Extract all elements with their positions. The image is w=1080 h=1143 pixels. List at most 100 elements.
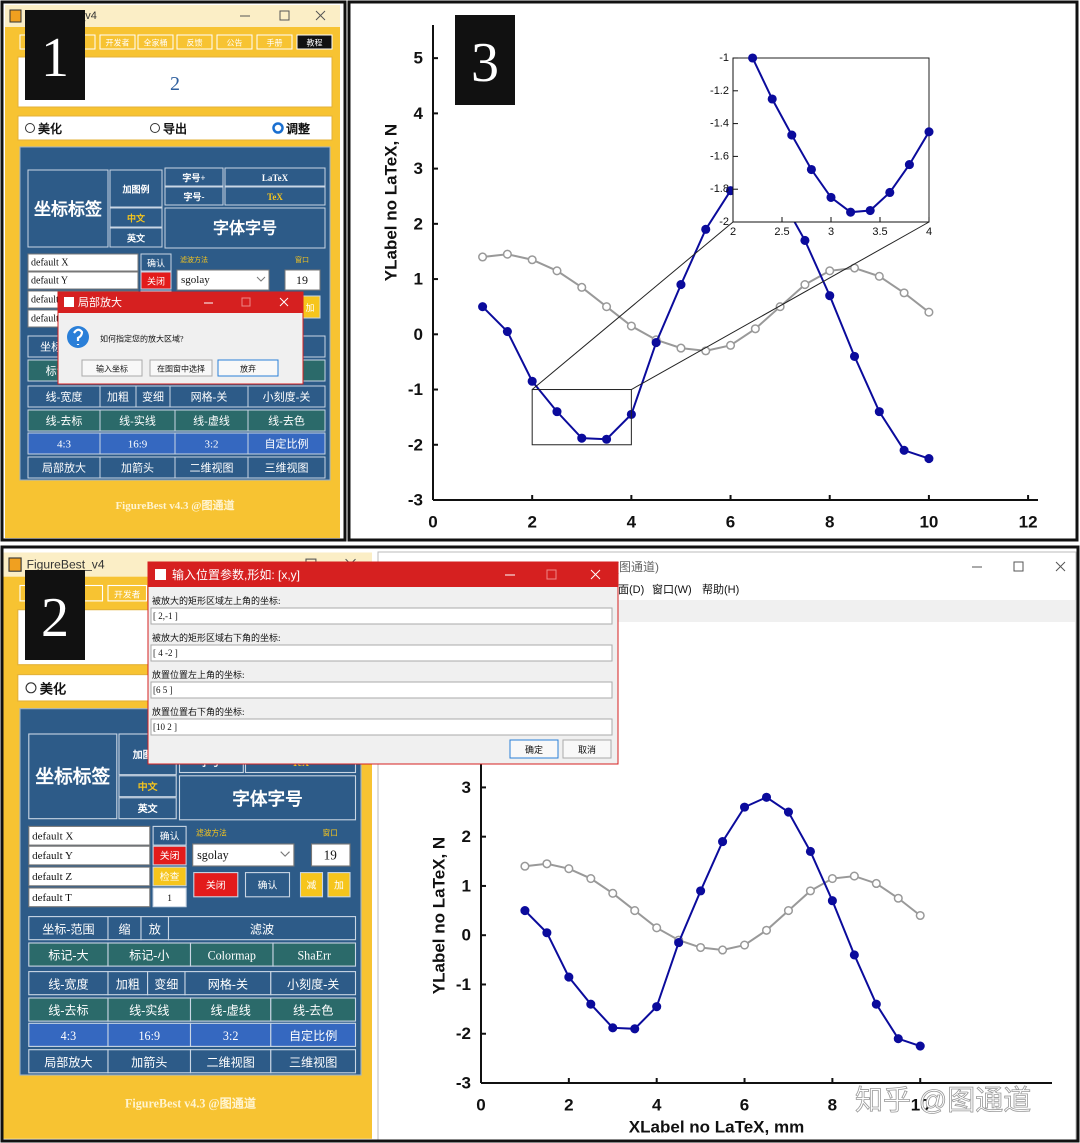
label-action-label: 关闭: [160, 849, 180, 862]
top-button[interactable]: [107, 584, 148, 602]
label-button[interactable]: [109, 169, 163, 208]
tool-button-label: 局部放大: [42, 461, 86, 475]
top-button-label: 全家桶: [144, 38, 168, 48]
label-button[interactable]: [224, 167, 326, 187]
dialog-button[interactable]: [217, 359, 279, 377]
field-input[interactable]: [150, 644, 613, 662]
mode-radio[interactable]: [25, 123, 35, 133]
label-button[interactable]: [178, 775, 357, 821]
field-input[interactable]: [150, 681, 613, 699]
label-action[interactable]: [140, 271, 172, 290]
tool-button[interactable]: [247, 385, 326, 408]
tool-button[interactable]: [270, 997, 357, 1022]
y-tick-label: 0: [462, 926, 471, 945]
field-input[interactable]: [150, 718, 613, 736]
label-action[interactable]: [152, 825, 187, 846]
data-point: [885, 187, 895, 198]
data-point: [924, 127, 934, 137]
field-label: 被放大的矩形区域左上角的坐标:: [152, 595, 281, 606]
top-button[interactable]: [176, 34, 213, 50]
label-input-text: default T: [32, 892, 72, 904]
label-input[interactable]: [28, 866, 151, 887]
data-point: [739, 940, 750, 950]
mode-radio[interactable]: [25, 682, 37, 694]
y-tick-label: -2: [456, 1024, 471, 1043]
tool-button[interactable]: [270, 1049, 357, 1074]
y-tick-label: -1: [719, 52, 729, 64]
label-input[interactable]: [27, 271, 139, 290]
label-button[interactable]: [118, 797, 177, 820]
maximize-icon[interactable]: [241, 297, 251, 307]
window-input[interactable]: [284, 269, 321, 291]
tool-button[interactable]: [247, 432, 326, 455]
filter-caption: 滤波方法: [196, 828, 227, 838]
label-button[interactable]: [164, 207, 326, 249]
top-button[interactable]: [216, 34, 253, 50]
label-button[interactable]: [164, 167, 224, 187]
label-button[interactable]: [28, 733, 118, 820]
select-arrow: [256, 276, 266, 282]
filter-button[interactable]: [299, 872, 324, 898]
filter-select-text: sgolay: [197, 848, 229, 862]
top-button[interactable]: [296, 34, 333, 50]
tool-button-label: 二维视图: [190, 461, 234, 475]
x-tick-label: 8: [825, 513, 834, 532]
dialog-button-label: 输入坐标: [96, 364, 128, 374]
tool-button[interactable]: [270, 1022, 357, 1047]
label-input[interactable]: [28, 825, 151, 846]
data-point: [849, 871, 859, 881]
data-point: [800, 235, 810, 245]
data-point: [602, 302, 612, 312]
tool-button[interactable]: [272, 942, 357, 967]
dialog-button[interactable]: [509, 739, 559, 759]
mode-radio[interactable]: [272, 122, 284, 134]
label-action[interactable]: [152, 866, 187, 887]
label-button[interactable]: [164, 186, 224, 206]
label-button[interactable]: [224, 186, 326, 206]
tool-button[interactable]: [167, 916, 357, 941]
label-button[interactable]: [118, 775, 177, 798]
dialog-button[interactable]: [149, 359, 213, 377]
dialog-button[interactable]: [562, 739, 612, 759]
close-icon[interactable]: [279, 297, 289, 307]
data-point: [602, 434, 612, 444]
y-tick-label: -1: [408, 380, 423, 399]
menu-item: 窗口(W): [652, 582, 692, 596]
close-icon[interactable]: [590, 569, 601, 580]
label-button[interactable]: [109, 207, 163, 228]
data-point: [478, 252, 488, 262]
filter-select[interactable]: [192, 843, 295, 867]
filter-button[interactable]: [244, 872, 291, 898]
filter-select[interactable]: [176, 269, 270, 291]
tool-button-label: 16:9: [138, 1029, 160, 1043]
top-button[interactable]: [256, 34, 293, 50]
label-button[interactable]: [27, 169, 109, 248]
label-action[interactable]: [140, 253, 172, 272]
filter-button[interactable]: [193, 872, 239, 898]
field-input[interactable]: [150, 607, 613, 625]
top-button[interactable]: [99, 34, 136, 50]
field-value: [10 2 ]: [153, 722, 177, 732]
tool-button-label: 3:2: [204, 439, 218, 451]
maximize-icon[interactable]: [546, 569, 557, 580]
label-input[interactable]: [28, 887, 151, 908]
filter-button[interactable]: [327, 872, 351, 898]
close-icon[interactable]: [1055, 561, 1066, 572]
tool-button[interactable]: [270, 971, 357, 996]
tool-button[interactable]: [247, 456, 326, 479]
tool-button[interactable]: [247, 409, 326, 432]
mode-radio[interactable]: [150, 123, 160, 133]
maximize-icon[interactable]: [1013, 561, 1024, 572]
label-button[interactable]: [109, 227, 163, 248]
label-input[interactable]: [27, 253, 139, 272]
close-icon[interactable]: [315, 10, 326, 21]
dialog-button[interactable]: [81, 359, 143, 377]
label-action[interactable]: [152, 845, 187, 866]
top-button[interactable]: [137, 34, 174, 50]
window-input[interactable]: [310, 843, 351, 867]
dialog-button-label: 取消: [578, 744, 596, 755]
label-action[interactable]: [152, 887, 187, 908]
label-input[interactable]: [28, 845, 151, 866]
tool-button-label: 放: [149, 921, 161, 936]
maximize-icon[interactable]: [279, 10, 290, 21]
